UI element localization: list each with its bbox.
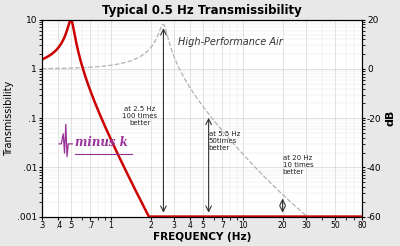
Text: at 2.5 Hz
100 times
better: at 2.5 Hz 100 times better (122, 106, 157, 126)
Title: Typical 0.5 Hz Transmissibility: Typical 0.5 Hz Transmissibility (102, 4, 302, 17)
Y-axis label: dB: dB (386, 110, 396, 126)
Text: minus k: minus k (74, 136, 127, 149)
X-axis label: FREQUENCY (Hz): FREQUENCY (Hz) (153, 232, 251, 242)
Text: at 20 Hz
10 times
better: at 20 Hz 10 times better (283, 155, 313, 175)
Y-axis label: Transmissibility: Transmissibility (4, 80, 14, 156)
Text: High-Performance Air: High-Performance Air (178, 37, 282, 47)
Text: at 5.5 Hz
50times
better: at 5.5 Hz 50times better (209, 131, 240, 151)
